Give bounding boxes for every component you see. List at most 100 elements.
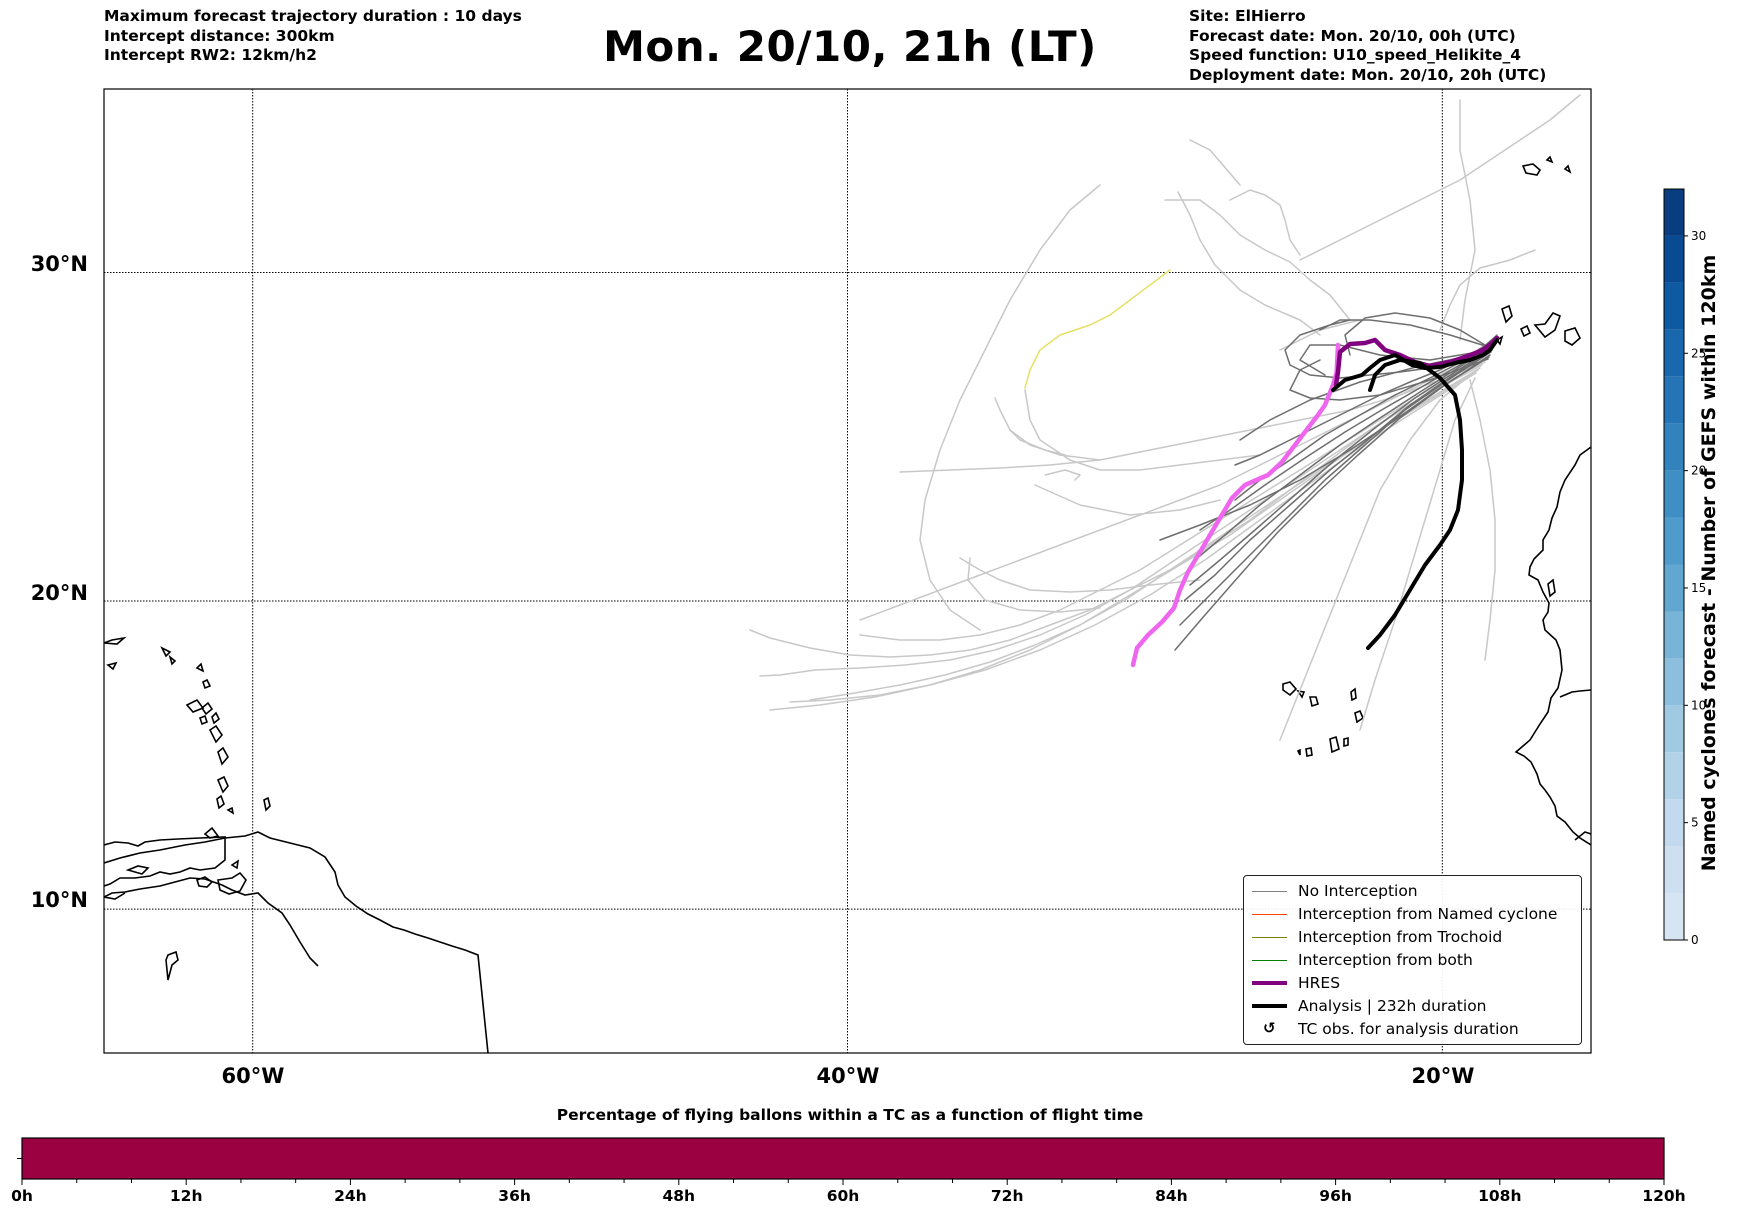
- trajectory-no-interception: [1189, 139, 1241, 186]
- legend-label: HRES: [1298, 974, 1341, 992]
- coastline: [1533, 312, 1562, 339]
- colorbar-segment: [1664, 189, 1684, 236]
- trajectory-no-interception: [769, 372, 1477, 711]
- deployment-date-text: Deployment date: Mon. 20/10, 20h (UTC): [1189, 65, 1547, 84]
- trajectory-no-interception: [1177, 191, 1321, 336]
- legend-swatch: [1252, 914, 1287, 915]
- forecast-parameters: Maximum forecast trajectory duration : 1…: [104, 7, 522, 66]
- coastline: [104, 877, 319, 967]
- coastline: [1501, 304, 1513, 324]
- intercept-distance-text: Intercept distance: 300km: [104, 26, 335, 45]
- intercept-rw2-text: Intercept RW2: 12km/h2: [104, 46, 317, 64]
- coastline: [1305, 747, 1313, 757]
- trajectory-analysis: [1331, 338, 1499, 392]
- coastline: [1514, 446, 1591, 846]
- colorbar-tick-label: 25: [1691, 346, 1706, 360]
- colorbar: 0 5 10 15 20 25 30: [1663, 188, 1706, 947]
- trajectory-no-interception: [1194, 344, 1495, 561]
- trajectory-no-interception: [1199, 341, 1496, 531]
- coastline: [1354, 709, 1364, 724]
- colorbar-segment: [1664, 705, 1684, 753]
- lon-label-40w: 40°W: [816, 1064, 880, 1088]
- bar-tick-label: 120h: [1642, 1187, 1685, 1205]
- trajectory-no-interception: [759, 364, 1483, 677]
- flight-time-bar: 0h 12h 24h 36h 48h 60h 72h 84h 96h 108h 120h: [11, 1137, 1686, 1205]
- colorbar-segment: [1664, 329, 1684, 377]
- map-canvas[interactable]: [0, 0, 1748, 1100]
- colorbar-tick-label: 20: [1691, 464, 1706, 478]
- coastline: [203, 826, 220, 839]
- colorbar-segment: [1664, 846, 1684, 894]
- legend-label: Interception from both: [1298, 951, 1473, 969]
- coastline: [104, 636, 127, 645]
- colorbar-tick-label: 15: [1691, 581, 1706, 595]
- bar-tick-label: 96h: [1319, 1187, 1352, 1205]
- legend-label: Analysis | 232h duration: [1298, 997, 1487, 1015]
- coastline: [1282, 681, 1298, 697]
- coastline: [104, 836, 226, 887]
- coastline: [208, 724, 224, 744]
- coastline: [202, 678, 212, 690]
- coastline: [165, 950, 179, 981]
- coastline: [1495, 335, 1504, 346]
- trajectory-hres-light: [1130, 342, 1341, 668]
- coastline: [160, 646, 172, 658]
- bar-tick-label: 48h: [662, 1187, 695, 1205]
- page-title: Mon. 20/10, 21h (LT): [603, 22, 1097, 71]
- colorbar-tick-label: 10: [1691, 698, 1706, 712]
- coastline: [1563, 164, 1572, 174]
- legend-item-hres: HRES: [1244, 972, 1581, 995]
- coastline: [104, 831, 489, 1053]
- lat-label-30n: 30°N: [30, 252, 88, 276]
- coastline: [216, 794, 225, 810]
- trajectory-no-interception: [1044, 469, 1081, 481]
- trajectory-no-interception: [859, 357, 1489, 641]
- trajectory-no-interception: [1344, 312, 1486, 356]
- trajectory-no-interception: [959, 557, 1201, 593]
- trajectory-no-interception: [1359, 377, 1476, 731]
- legend-swatch: [1252, 1004, 1287, 1008]
- trajectory-no-interception: [1299, 94, 1581, 261]
- bar-tick-label: 24h: [334, 1187, 367, 1205]
- coastline: [185, 698, 205, 713]
- lon-label-20w: 20°W: [1411, 1064, 1475, 1088]
- colorbar-tick-label: 30: [1691, 229, 1706, 243]
- colorbar-segment: [1664, 376, 1684, 424]
- legend-swatch: [1252, 981, 1287, 985]
- forecast-date-text: Forecast date: Mon. 20/10, 00h (UTC): [1189, 26, 1516, 45]
- trajectory-no-interception: [899, 354, 1491, 473]
- bar-tick-label: 60h: [827, 1187, 860, 1205]
- legend-item-tc-obs: ↺ TC obs. for analysis duration: [1244, 1018, 1581, 1041]
- coastline: [263, 796, 271, 812]
- coastline: [226, 806, 235, 815]
- legend-label: TC obs. for analysis duration: [1298, 1020, 1519, 1038]
- coastlines: [104, 155, 1591, 1053]
- trajectory-no-interception: [1469, 379, 1496, 661]
- coastline: [1547, 578, 1556, 598]
- coastline: [168, 654, 177, 666]
- trajectory-no-interception: [1024, 389, 1261, 471]
- coastline: [1574, 831, 1591, 841]
- legend-label: Interception from Trochoid: [1298, 928, 1503, 946]
- legend-swatch: [1252, 891, 1287, 892]
- trajectory-no-interception: [994, 397, 1101, 461]
- map-frame: [103, 88, 1592, 1054]
- legend-item-named-cyclone: Interception from Named cyclone: [1244, 903, 1581, 926]
- bar-tick-label: 108h: [1478, 1187, 1521, 1205]
- trajectory-analysis: [1366, 358, 1464, 650]
- colorbar-segment: [1664, 282, 1684, 330]
- site-parameters: Site: ElHierro Forecast date: Mon. 20/10…: [1189, 7, 1546, 85]
- coastline: [1350, 687, 1357, 702]
- legend-item-analysis: Analysis | 232h duration: [1244, 995, 1581, 1018]
- coastline: [200, 701, 214, 716]
- coastline: [199, 714, 208, 726]
- coastline: [195, 876, 214, 888]
- bar-tick-label: 0h: [11, 1187, 33, 1205]
- bar-tick-label: 12h: [170, 1187, 203, 1205]
- trajectory-no-interception: [1229, 189, 1301, 256]
- max-duration-text: Maximum forecast trajectory duration : 1…: [104, 7, 522, 25]
- trajectory-trochoid: [1024, 269, 1171, 389]
- coastline: [125, 865, 150, 875]
- colorbar-segment: [1664, 611, 1684, 659]
- lat-label-10n: 10°N: [30, 888, 88, 912]
